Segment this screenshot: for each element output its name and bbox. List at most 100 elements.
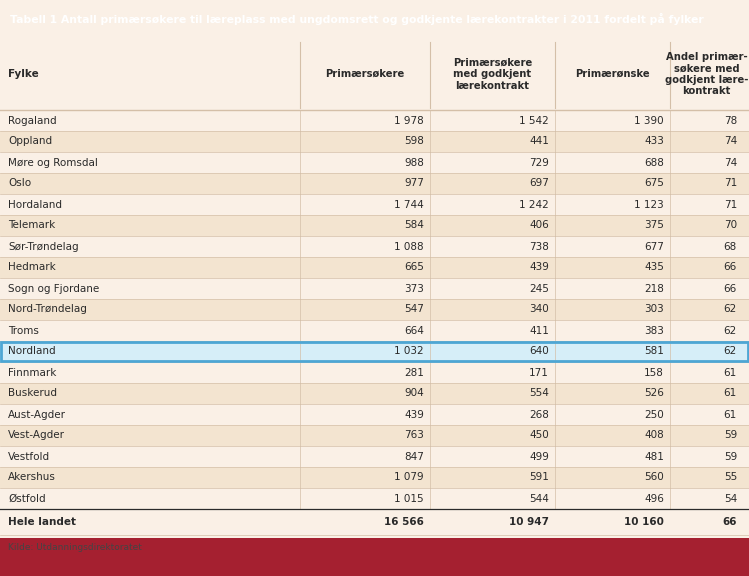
Text: 439: 439: [404, 410, 424, 419]
Text: 70: 70: [724, 221, 737, 230]
Text: 1 015: 1 015: [395, 494, 424, 503]
Text: 598: 598: [404, 137, 424, 146]
Text: 1 542: 1 542: [519, 116, 549, 126]
Text: 664: 664: [404, 325, 424, 335]
Bar: [0, 467, 749, 488]
Text: Finnmark: Finnmark: [8, 367, 56, 377]
Text: Hele landet: Hele landet: [8, 517, 76, 527]
Text: Tabell 1 Antall primærsøkere til læreplass med ungdomsrett og godkjente lærekont: Tabell 1 Antall primærsøkere til lærepla…: [10, 13, 704, 25]
Text: 158: 158: [644, 367, 664, 377]
Bar: [0, 173, 749, 194]
Text: Buskerud: Buskerud: [8, 388, 57, 399]
Text: 1 088: 1 088: [395, 241, 424, 252]
Bar: [0, 215, 749, 236]
Text: Kilde: Utdanningsdirektoratet: Kilde: Utdanningsdirektoratet: [8, 543, 142, 551]
Text: 78: 78: [724, 116, 737, 126]
Text: Nordland: Nordland: [8, 347, 55, 357]
Text: 433: 433: [644, 137, 664, 146]
Text: 250: 250: [644, 410, 664, 419]
Text: 441: 441: [529, 137, 549, 146]
Text: 59: 59: [724, 430, 737, 441]
Text: 1 032: 1 032: [395, 347, 424, 357]
Bar: [0, 383, 749, 404]
Text: 340: 340: [530, 305, 549, 314]
Text: 62: 62: [724, 347, 737, 357]
Text: 581: 581: [644, 347, 664, 357]
Text: 66: 66: [723, 517, 737, 527]
Text: Sogn og Fjordane: Sogn og Fjordane: [8, 283, 100, 294]
Text: 688: 688: [644, 157, 664, 168]
Text: 71: 71: [724, 199, 737, 210]
Text: 1 079: 1 079: [395, 472, 424, 483]
Bar: [0, 538, 749, 576]
Bar: [0, 299, 749, 320]
Bar: [0, 320, 749, 341]
Text: 729: 729: [529, 157, 549, 168]
Text: 584: 584: [404, 221, 424, 230]
Text: 375: 375: [644, 221, 664, 230]
Text: Østfold: Østfold: [8, 494, 46, 503]
Text: 406: 406: [530, 221, 549, 230]
Bar: [0, 488, 749, 509]
Text: 408: 408: [644, 430, 664, 441]
Text: 738: 738: [529, 241, 549, 252]
Text: 697: 697: [529, 179, 549, 188]
Text: Akershus: Akershus: [8, 472, 56, 483]
Text: 245: 245: [529, 283, 549, 294]
Text: 10 947: 10 947: [509, 517, 549, 527]
Text: Aust-Agder: Aust-Agder: [8, 410, 66, 419]
Text: 1 744: 1 744: [394, 199, 424, 210]
Text: 68: 68: [724, 241, 737, 252]
Text: Primærønske: Primærønske: [575, 69, 650, 79]
Text: Rogaland: Rogaland: [8, 116, 57, 126]
Text: 435: 435: [644, 263, 664, 272]
Text: 977: 977: [404, 179, 424, 188]
Text: Nord-Trøndelag: Nord-Trøndelag: [8, 305, 87, 314]
Text: Møre og Romsdal: Møre og Romsdal: [8, 157, 98, 168]
Bar: [0, 257, 749, 278]
Text: Vestfold: Vestfold: [8, 452, 50, 461]
Text: 10 160: 10 160: [624, 517, 664, 527]
Text: Fylke: Fylke: [8, 69, 39, 79]
Text: Oslo: Oslo: [8, 179, 31, 188]
Text: Sør-Trøndelag: Sør-Trøndelag: [8, 241, 79, 252]
Text: 218: 218: [644, 283, 664, 294]
Text: 61: 61: [724, 410, 737, 419]
Text: 640: 640: [530, 347, 549, 357]
Text: Primærsøkere: Primærsøkere: [325, 69, 404, 79]
Text: Oppland: Oppland: [8, 137, 52, 146]
Text: 383: 383: [644, 325, 664, 335]
Text: 373: 373: [404, 283, 424, 294]
Text: 554: 554: [529, 388, 549, 399]
Text: 675: 675: [644, 179, 664, 188]
Text: 1 123: 1 123: [634, 199, 664, 210]
Text: 560: 560: [644, 472, 664, 483]
Text: 677: 677: [644, 241, 664, 252]
Bar: [0, 110, 749, 131]
Text: 74: 74: [724, 137, 737, 146]
Text: Primærsøkere
med godkjent
lærekontrakt: Primærsøkere med godkjent lærekontrakt: [453, 58, 532, 90]
Text: Telemark: Telemark: [8, 221, 55, 230]
Text: 1 242: 1 242: [519, 199, 549, 210]
Text: 591: 591: [529, 472, 549, 483]
Text: 171: 171: [529, 367, 549, 377]
Bar: [0, 446, 749, 467]
Text: Hordaland: Hordaland: [8, 199, 62, 210]
Text: 61: 61: [724, 367, 737, 377]
Bar: [0, 278, 749, 299]
Text: 763: 763: [404, 430, 424, 441]
Text: 411: 411: [529, 325, 549, 335]
Text: 71: 71: [724, 179, 737, 188]
Text: 496: 496: [644, 494, 664, 503]
Text: 55: 55: [724, 472, 737, 483]
Bar: [0, 341, 749, 362]
Text: 450: 450: [530, 430, 549, 441]
Text: 547: 547: [404, 305, 424, 314]
Text: 62: 62: [724, 325, 737, 335]
Bar: [1, 342, 748, 361]
Text: Andel primær-
søkere med
godkjent lære-
kontrakt: Andel primær- søkere med godkjent lære- …: [665, 52, 748, 96]
Text: 499: 499: [529, 452, 549, 461]
Text: 281: 281: [404, 367, 424, 377]
Text: 16 566: 16 566: [384, 517, 424, 527]
Bar: [0, 404, 749, 425]
